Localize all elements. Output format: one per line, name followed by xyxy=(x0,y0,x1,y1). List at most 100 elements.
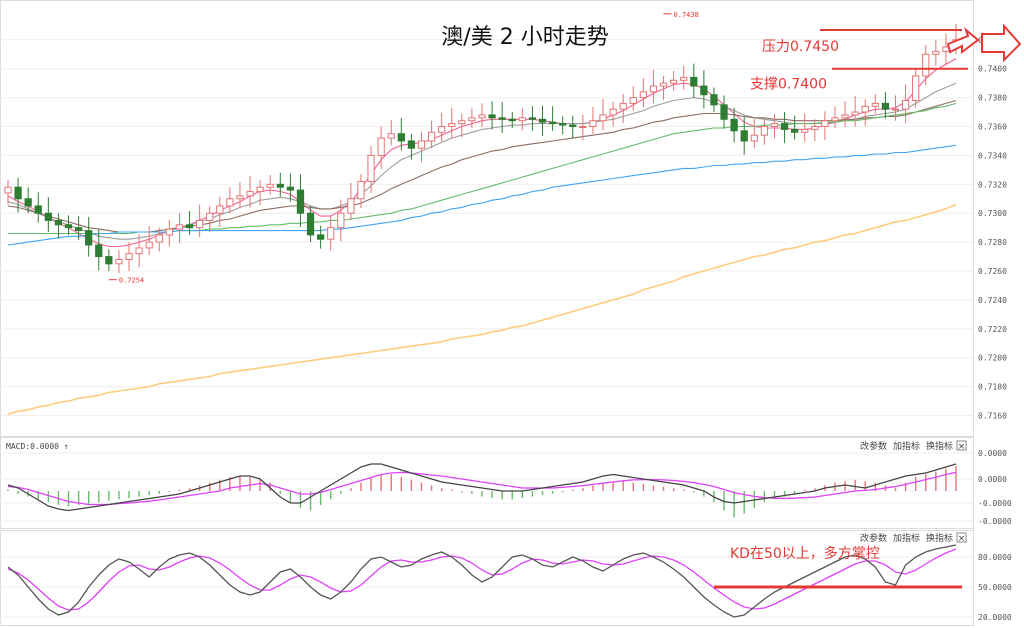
macd-grid xyxy=(0,452,973,522)
kd-d-line xyxy=(7,548,957,611)
candle-down xyxy=(64,224,73,229)
candle-down xyxy=(306,212,315,236)
candle-up xyxy=(599,114,607,122)
candle-up xyxy=(448,123,456,128)
macd-switch-indicator-button[interactable]: 换指标 xyxy=(926,440,953,452)
candle-up xyxy=(367,154,375,182)
candle-down xyxy=(508,118,516,122)
candle-up xyxy=(125,253,133,260)
macd-tick-label: -0.0000 xyxy=(978,517,1012,526)
candlesticks xyxy=(4,23,960,274)
candle-down xyxy=(276,183,284,188)
candle-down xyxy=(720,104,728,120)
kd-add-indicator-button[interactable]: 加指标 xyxy=(893,532,920,544)
kd-switch-indicator-button[interactable]: 换指标 xyxy=(926,532,953,544)
candle-up xyxy=(246,191,254,197)
candle-up xyxy=(851,111,859,116)
kd-y-axis: 80.0000 50.0000 20.0000 xyxy=(978,553,1012,622)
candle-down xyxy=(185,224,194,229)
candle-up xyxy=(337,212,345,229)
candle-up xyxy=(357,180,365,200)
macd-close-box[interactable] xyxy=(956,440,967,451)
ma-line xyxy=(7,144,957,246)
candle-up xyxy=(145,241,153,249)
candle-up xyxy=(821,120,829,128)
support-label: 支撑0.7400 xyxy=(750,77,827,93)
price-tick-label: 0.7320 xyxy=(978,180,1007,189)
price-tick-label: 0.7200 xyxy=(978,354,1007,363)
kd-close-icon[interactable]: × xyxy=(958,534,966,544)
chart-title: 澳/美 2 小时走势 xyxy=(441,25,608,50)
macd-tick-label: 0.0000 xyxy=(978,449,1007,458)
candle-down xyxy=(690,76,698,87)
price-tick-label: 0.7300 xyxy=(978,209,1007,218)
kd-tick-label: 50.0000 xyxy=(978,583,1012,592)
candle-up xyxy=(871,102,879,107)
kd-annotation: KD在50以上，多方掌控 xyxy=(730,545,880,562)
candle-up xyxy=(417,140,426,149)
candle-down xyxy=(286,186,295,191)
macd-dif-line xyxy=(7,463,957,512)
kd-tick-label: 80.0000 xyxy=(978,553,1012,562)
price-tick-label: 0.7160 xyxy=(978,412,1007,421)
candle-down xyxy=(54,219,63,226)
kd-panel-frame xyxy=(0,530,974,626)
macd-y-axis: 0.0000 0.0000 -0.0000 -0.0000 xyxy=(978,449,1012,526)
macd-add-indicator-button[interactable]: 加指标 xyxy=(893,440,920,452)
price-tick-label: 0.7180 xyxy=(978,383,1007,392)
candle-down xyxy=(95,244,103,258)
candle-up xyxy=(861,105,869,113)
macd-lines xyxy=(7,463,957,512)
candle-down xyxy=(105,256,113,265)
kd-change-params-button[interactable]: 改参数 xyxy=(860,532,887,544)
kd-close-box[interactable] xyxy=(956,532,967,543)
kd-lines xyxy=(7,544,957,618)
macd-close-icon[interactable]: × xyxy=(958,442,966,452)
candle-up xyxy=(680,76,688,81)
candle-up xyxy=(236,195,244,200)
macd-change-params-button[interactable]: 改参数 xyxy=(860,440,887,452)
candle-up xyxy=(478,114,486,119)
price-tick-label: 0.7380 xyxy=(978,94,1007,103)
candle-up xyxy=(387,133,395,139)
candle-up xyxy=(589,120,597,128)
candle-up xyxy=(932,50,940,55)
price-tick-label: 0.7360 xyxy=(978,123,1007,132)
macd-panel-frame xyxy=(0,437,974,529)
arrow-up-right-icon xyxy=(946,26,980,54)
price-tick-label: 0.7400 xyxy=(978,65,1007,74)
macd-tick-label: 0.0000 xyxy=(978,475,1007,484)
candle-up xyxy=(831,117,839,122)
macd-histogram xyxy=(7,465,957,518)
candle-down xyxy=(559,123,567,126)
candle-up xyxy=(912,75,920,101)
candle-up xyxy=(901,99,910,110)
candle-down xyxy=(881,102,890,110)
candle-down xyxy=(710,94,718,106)
candle-down xyxy=(317,234,325,240)
macd-label: MACD:0.0000 ↑ xyxy=(6,442,69,451)
candle-up xyxy=(770,123,779,128)
candle-up xyxy=(226,198,234,207)
candle-up xyxy=(649,85,658,93)
candle-down xyxy=(780,123,789,130)
candle-down xyxy=(44,212,52,221)
candle-up xyxy=(669,79,678,84)
candle-down xyxy=(569,124,577,128)
candle-up xyxy=(175,224,184,230)
candle-down xyxy=(24,198,32,207)
candle-up xyxy=(811,126,819,130)
candle-up xyxy=(619,102,627,110)
macd-tick-label: -0.0000 xyxy=(978,499,1012,508)
candle-up xyxy=(155,234,163,243)
candle-up xyxy=(438,126,446,133)
candle-down xyxy=(730,118,738,132)
candle-down xyxy=(397,133,405,142)
candle-up xyxy=(760,126,769,136)
resistance-label: 压力0.7450 xyxy=(762,39,839,55)
candle-down xyxy=(700,85,708,96)
candle-up xyxy=(195,219,204,229)
price-grid xyxy=(0,39,973,417)
candle-up xyxy=(427,131,436,142)
candle-down xyxy=(85,230,93,246)
